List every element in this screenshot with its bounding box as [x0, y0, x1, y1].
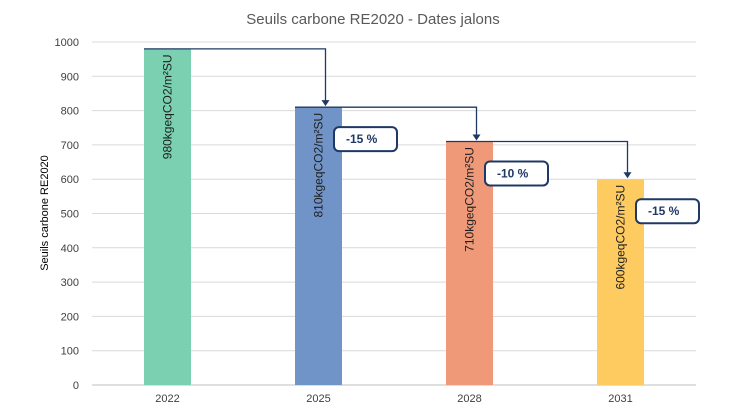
y-tick-700: 700	[61, 140, 79, 152]
connector-arrowhead-1	[472, 134, 481, 141]
y-tick-800: 800	[61, 106, 79, 118]
y-tick-1000: 1000	[55, 37, 79, 49]
x-tick-2028: 2028	[457, 393, 481, 405]
y-tick-900: 900	[61, 71, 79, 83]
bar-2025	[295, 107, 342, 386]
bar-label-2025: 810kgeqCO2/m²SU	[312, 113, 326, 218]
annotation-box-0	[333, 126, 398, 153]
bar-label-2028: 710kgeqCO2/m²SU	[463, 147, 477, 252]
step-connectors	[144, 48, 632, 179]
reduction-annotations: -15 % -10 % -15 %	[333, 126, 700, 225]
x-tick-2025: 2025	[306, 393, 330, 405]
y-tick-200: 200	[61, 311, 79, 323]
connector-0	[144, 48, 327, 102]
connector-arrowhead-0	[321, 100, 330, 107]
x-tick-labels: 2022 2025 2028 2031	[155, 393, 632, 405]
annotation-box-2	[635, 198, 700, 225]
bar-label-2031: 600kgeqCO2/m²SU	[614, 185, 628, 290]
y-tick-100: 100	[61, 346, 79, 358]
connector-1	[295, 106, 478, 136]
y-tick-600: 600	[61, 174, 79, 186]
bar-label-2022: 980kgeqCO2/m²SU	[161, 55, 175, 160]
connector-arrowhead-2	[623, 172, 632, 179]
y-axis-label: Seuils carbone RE2020	[39, 155, 51, 271]
x-tick-2031: 2031	[608, 393, 632, 405]
chart-title: Seuils carbone RE2020 - Dates jalons	[246, 11, 499, 28]
bar-2022	[144, 48, 191, 386]
y-tick-500: 500	[61, 209, 79, 221]
annotation-2: -15 %	[648, 204, 680, 218]
annotation-1: -10 %	[497, 166, 529, 180]
y-tick-labels: 0 100 200 300 400 500 600 700 800 900 1000	[55, 37, 79, 392]
annotation-0: -15 %	[346, 132, 378, 146]
y-tick-400: 400	[61, 243, 79, 255]
connector-2	[446, 140, 629, 174]
bars: 980kgeqCO2/m²SU 810kgeqCO2/m²SU 710kgeqCO2…	[144, 48, 644, 386]
annotation-box-1	[484, 160, 549, 187]
gridlines	[92, 41, 696, 386]
x-tick-2022: 2022	[155, 393, 179, 405]
y-tick-300: 300	[61, 277, 79, 289]
y-tick-0: 0	[73, 380, 79, 392]
